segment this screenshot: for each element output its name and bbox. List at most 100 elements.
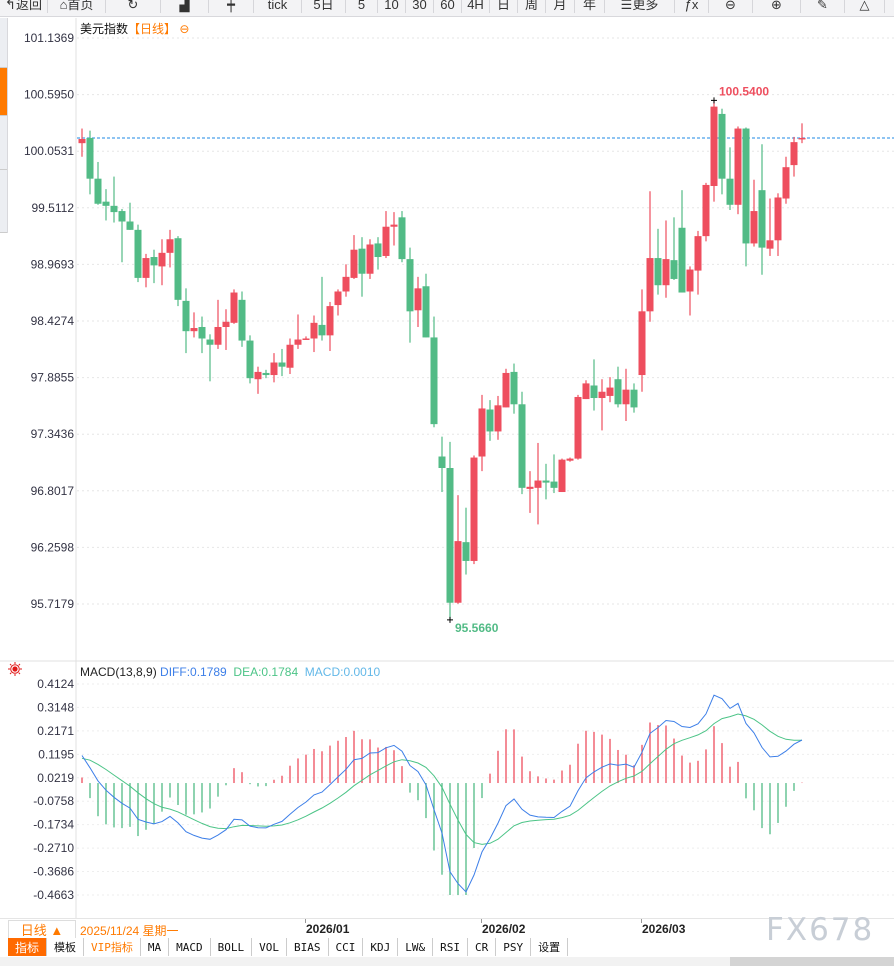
candle-down <box>318 324 326 336</box>
candle-up <box>310 322 318 339</box>
tab-psy[interactable]: PSY <box>496 938 532 956</box>
toolbar-button-fx[interactable]: ƒx <box>675 0 709 13</box>
tab-指标[interactable]: 指标 <box>8 938 48 956</box>
macd-chart[interactable]: 0.4124 0.3148 0.2171 0.1195 0.0219 -0.0758 -0.… <box>0 662 894 918</box>
candle-down <box>430 337 438 425</box>
candle-up <box>646 258 654 312</box>
month-tick <box>481 919 482 923</box>
candle-up <box>702 184 710 237</box>
toolbar-button-pen[interactable]: ✎ <box>801 0 845 13</box>
candle-up <box>366 244 374 274</box>
candle-down <box>542 480 550 483</box>
toolbar-button-bar-chart[interactable]: ▟ <box>161 0 209 13</box>
tab-cr[interactable]: CR <box>468 938 497 956</box>
scrollbar-thumb[interactable] <box>730 957 894 966</box>
candle-down <box>590 385 598 399</box>
toolbar-button-10[interactable]: 10 <box>378 0 406 13</box>
tab-lw&[interactable]: LW& <box>398 938 434 956</box>
toolbar-button-周[interactable]: 周 <box>518 0 546 13</box>
price-tick-label: 97.3436 <box>31 427 75 441</box>
candle-up <box>750 211 758 244</box>
tab-bias[interactable]: BIAS <box>287 938 329 956</box>
candle-down <box>726 178 734 205</box>
period-button[interactable]: 日线 ▲ <box>8 920 76 939</box>
tab-macd[interactable]: MACD <box>169 938 211 956</box>
toolbar-button-60[interactable]: 60 <box>434 0 462 13</box>
toolbar-button-5[interactable]: 5 <box>346 0 378 13</box>
candle-down <box>262 372 270 376</box>
candle-down <box>510 371 518 405</box>
candle-down <box>670 260 678 279</box>
toolbar-button-30[interactable]: 30 <box>406 0 434 13</box>
toolbar-label: 更多 <box>632 0 659 12</box>
macd-tick-label: 0.0219 <box>37 771 74 785</box>
tab-vip指标[interactable]: VIP指标 <box>84 938 141 956</box>
candle-up <box>294 339 302 345</box>
side-tab[interactable] <box>0 170 7 233</box>
horizontal-scrollbar[interactable] <box>0 957 894 966</box>
toolbar-label: 5日 <box>313 0 334 12</box>
toolbar-button-首页[interactable]: ⌂ 首页 <box>48 0 106 13</box>
candle-down <box>118 211 126 222</box>
candle-up <box>694 236 702 271</box>
toolbar-button-返回[interactable]: ↰ 返回 <box>0 0 48 13</box>
toolbar-button-4H[interactable]: 4H <box>462 0 490 13</box>
back-arrow-icon: ↰ <box>5 0 16 12</box>
indicator-settings-icon[interactable] <box>8 662 24 676</box>
toolbar-button-zoom-out[interactable]: ⊖ <box>709 0 753 13</box>
toolbar-button-更多[interactable]: ☰ 更多 <box>605 0 675 13</box>
tab-rsi[interactable]: RSI <box>433 938 469 956</box>
candle-up <box>342 276 350 292</box>
toolbar-button-tick[interactable]: tick <box>254 0 302 13</box>
price-tick-label: 100.0531 <box>24 144 74 158</box>
month-label: 2026/01 <box>306 922 350 936</box>
candle-down <box>630 389 638 408</box>
diff-line <box>81 694 803 893</box>
side-tab-active[interactable] <box>0 68 7 116</box>
candle-down <box>446 467 454 603</box>
fx-icon: ƒx <box>684 0 699 12</box>
toolbar-button-refresh[interactable]: ↻ <box>106 0 161 13</box>
candle-up <box>662 259 670 286</box>
toolbar-button-月[interactable]: 月 <box>546 0 575 13</box>
candle-up <box>142 258 150 278</box>
tab-boll[interactable]: BOLL <box>210 938 253 956</box>
side-tab[interactable] <box>0 116 7 170</box>
candle-up <box>390 224 398 227</box>
price-tick-label: 96.8017 <box>31 484 75 498</box>
candle-down <box>206 339 214 345</box>
toolbar-button-zoom-in[interactable]: ⊕ <box>753 0 801 13</box>
toolbar-button-日[interactable]: 日 <box>490 0 518 13</box>
macd-header: MACD(13,8,9) DIFF:0.1789 DEA:0.1784 MACD… <box>80 665 380 679</box>
dea-value: DEA:0.1784 <box>233 665 299 679</box>
candle-up <box>686 269 694 292</box>
tab-模板[interactable]: 模板 <box>47 938 85 956</box>
toolbar-button-triangle[interactable]: △ <box>845 0 885 13</box>
macd-tick-label: 0.4124 <box>37 677 74 691</box>
collapse-icon[interactable]: ⊖ <box>179 22 190 36</box>
candle-up <box>166 239 174 253</box>
tab-kdj[interactable]: KDJ <box>363 938 399 956</box>
toolbar-button-5日[interactable]: 5日 <box>302 0 346 13</box>
candle-down <box>102 201 110 206</box>
chart-title: 美元指数【日线】 ⊖ <box>80 20 189 37</box>
toolbar-button-年[interactable]: 年 <box>575 0 605 13</box>
price-chart[interactable]: 101.1369 100.5950 100.0531 99.5112 98.9693 98… <box>0 18 894 662</box>
candle-up <box>222 321 230 327</box>
tab-设置[interactable]: 设置 <box>531 938 569 956</box>
candle-up <box>494 405 502 432</box>
candle-down <box>182 300 190 332</box>
candle-up <box>230 292 238 323</box>
tab-cci[interactable]: CCI <box>328 938 364 956</box>
toolbar-label: 年 <box>582 0 596 12</box>
toolbar-button-candlestick[interactable]: ┿ <box>209 0 254 13</box>
candle-up <box>534 480 542 488</box>
side-tab[interactable] <box>0 18 7 68</box>
candle-down <box>438 456 446 468</box>
candle-down <box>246 340 254 379</box>
price-tick-label: 96.2598 <box>31 540 75 554</box>
tab-vol[interactable]: VOL <box>252 938 288 956</box>
diff-value: DIFF:0.1789 <box>160 665 227 679</box>
candle-up <box>606 387 614 396</box>
tab-ma[interactable]: MA <box>140 938 170 956</box>
